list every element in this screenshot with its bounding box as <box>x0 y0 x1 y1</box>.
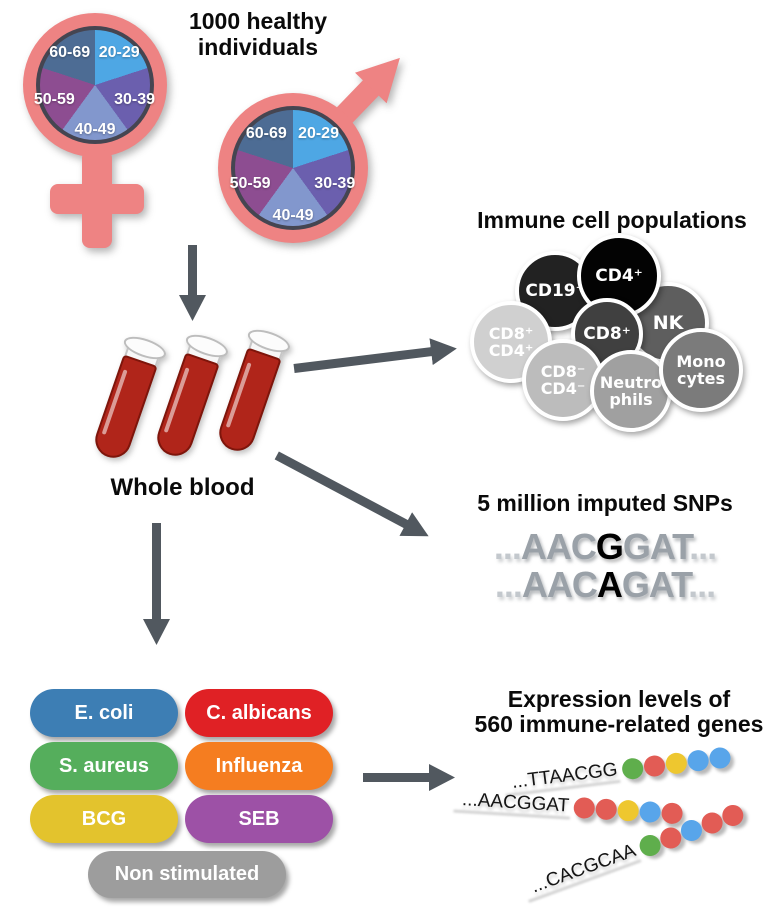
cell-label: NK <box>652 311 684 334</box>
expression-title: Expression levels of 560 immune-related … <box>468 687 770 737</box>
expression-dot <box>708 745 732 770</box>
stimulus-bcg: BCG <box>30 795 178 843</box>
expression-dot <box>617 799 640 822</box>
stimulus-calbicans: C. albicans <box>185 689 333 737</box>
snps-title: 5 million imputed SNPs <box>477 490 733 516</box>
cell-label: CD8⁺ <box>488 324 534 343</box>
expression-dot <box>664 751 689 775</box>
snp-allele: G <box>595 526 624 567</box>
expression-dot <box>595 797 618 820</box>
cell-label: CD8⁺ <box>583 323 631 344</box>
expression-title-line2: 560 immune-related genes <box>474 711 764 737</box>
cell-cd8pos-cd4pos: CD8⁺ CD4⁺ <box>470 301 552 383</box>
pill-label: C. albicans <box>206 701 312 724</box>
snp-sequence-ref: ...AACGGAT... <box>440 528 770 566</box>
ellipsis: ... <box>494 564 523 605</box>
pill-label: SEB <box>238 807 280 830</box>
cohort-title: 1000 healthy individuals <box>188 8 328 60</box>
gene-sequence: ...AACGGAT <box>461 789 570 817</box>
stimulus-seb: SEB <box>185 795 333 843</box>
expression-dot <box>639 800 662 823</box>
stimulus-nonstimulated: Non stimulated <box>88 851 286 898</box>
pill-label: S. aureus <box>58 754 150 777</box>
ellipsis: ... <box>493 526 522 567</box>
sequence-left: AAC <box>520 526 597 567</box>
stimulus-ecoli: E. coli <box>30 689 178 737</box>
expression-dot <box>642 753 667 778</box>
sequence-left: AAC <box>521 564 598 605</box>
whole-blood-label: Whole blood <box>110 474 255 501</box>
cell-label: CD4⁺ <box>595 265 643 286</box>
pill-label: Non stimulated <box>114 863 260 885</box>
cell-label: CD19⁺ <box>525 280 585 301</box>
stimulus-influenza: Influenza <box>185 742 333 790</box>
expression-dot <box>621 756 645 780</box>
sequence-right: GAT <box>622 526 690 567</box>
expression-dot <box>686 748 711 772</box>
snp-allele: A <box>596 564 623 605</box>
ellipsis: ... <box>689 526 717 567</box>
immune-cells-title: Immune cell populations <box>477 207 747 233</box>
expression-dot <box>573 796 596 819</box>
pill-label: E. coli <box>74 701 134 724</box>
cell-monocytes: Mono cytes <box>659 328 743 412</box>
stimulus-saureus: S. aureus <box>30 742 178 790</box>
sequence-right: GAT <box>621 564 689 605</box>
expression-title-line1: Expression levels of <box>507 686 731 712</box>
snp-sequence-alt: ...AACAGAT... <box>440 566 770 604</box>
cell-label: Neutro <box>599 373 663 392</box>
cell-label: Mono <box>676 352 726 371</box>
cell-label: CD8⁻ <box>540 362 586 381</box>
pill-label: BCG <box>81 807 127 830</box>
ellipsis: ... <box>688 564 716 605</box>
pill-label: Influenza <box>215 754 303 777</box>
